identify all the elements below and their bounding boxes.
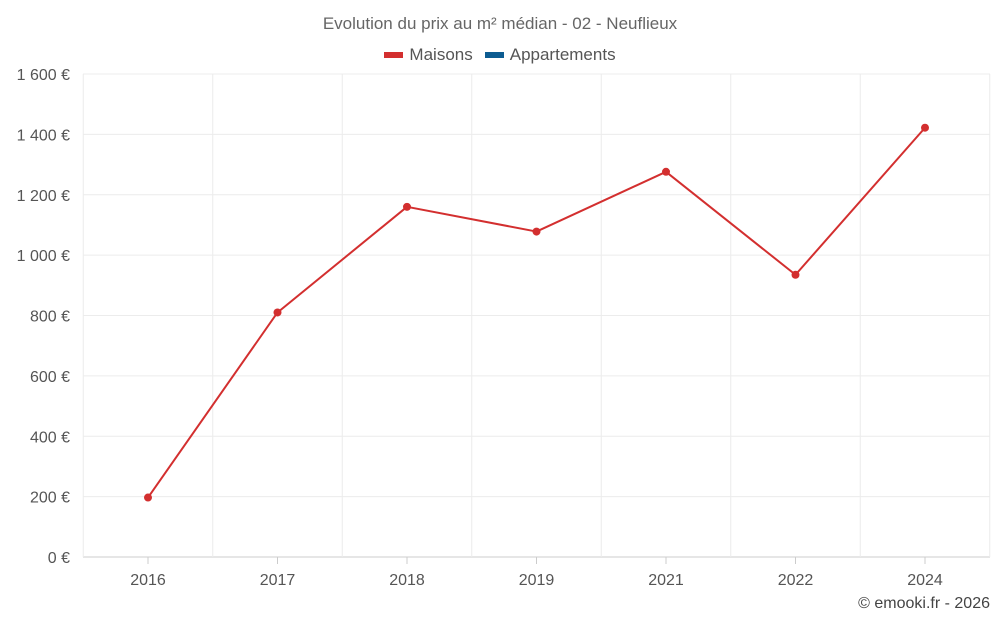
x-tick-label: 2016: [130, 572, 166, 589]
legend-swatch-maisons: [384, 52, 404, 58]
credit-text: © emooki.fr - 2026: [858, 595, 990, 612]
chart-title: Evolution du prix au m² médian - 02 - Ne…: [322, 14, 678, 33]
y-tick-label: 1 600 €: [17, 67, 70, 84]
y-tick-label: 1 200 €: [17, 188, 70, 205]
y-tick-label: 400 €: [30, 429, 70, 446]
x-tick-label: 2021: [648, 572, 684, 589]
data-point-maisons-2024[interactable]: [921, 123, 929, 132]
legend-swatch-appartements: [484, 52, 504, 58]
legend-item-maisons[interactable]: Maisons: [384, 45, 473, 65]
data-point-maisons-2019[interactable]: [532, 227, 541, 236]
x-tick-label: 2017: [260, 572, 296, 589]
data-point-maisons-2018[interactable]: [403, 202, 411, 211]
data-point-maisons-2021[interactable]: [662, 167, 670, 176]
data-point-maisons-2022[interactable]: [791, 270, 800, 279]
legend-label-appartements: Appartements: [509, 45, 616, 64]
y-tick-label: 800 €: [30, 309, 70, 326]
y-tick-label: 1 400 €: [17, 127, 70, 144]
legend-label-maisons: Maisons: [409, 45, 473, 64]
data-point-maisons-2016[interactable]: [144, 493, 152, 502]
series-line-maisons: [147, 127, 926, 499]
x-tick-label: 2019: [519, 572, 555, 589]
y-tick-label: 200 €: [30, 490, 70, 507]
x-tick-label: 2024: [907, 572, 943, 589]
legend-item-appartements[interactable]: Appartements: [484, 45, 616, 65]
legend: Maisons Appartements: [0, 45, 1000, 65]
y-tick-label: 1 000 €: [17, 248, 70, 265]
x-tick-label: 2022: [778, 572, 814, 589]
y-tick-label: 600 €: [30, 369, 70, 386]
x-tick-label: 2018: [389, 572, 425, 589]
data-point-maisons-2017[interactable]: [273, 308, 282, 317]
y-tick-label: 0 €: [48, 550, 70, 567]
